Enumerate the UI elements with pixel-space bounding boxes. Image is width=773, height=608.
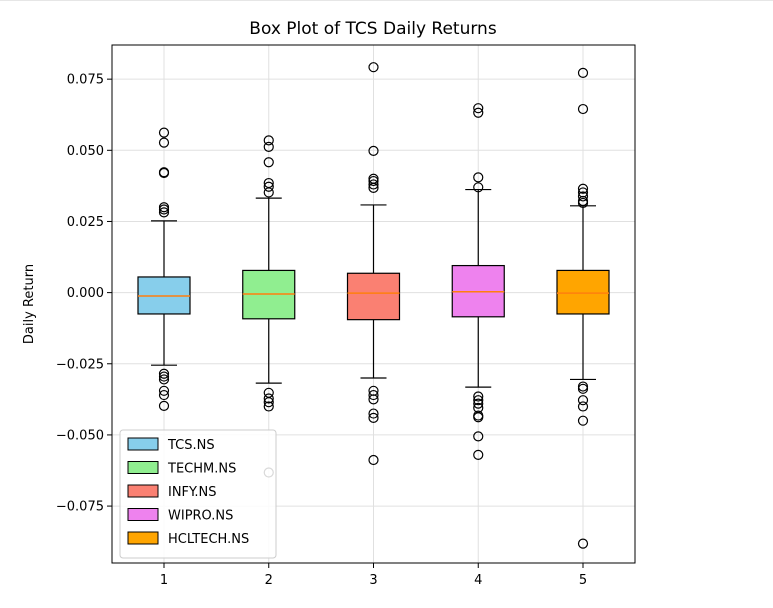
outlier-point (263, 401, 274, 412)
outlier-point (263, 135, 274, 146)
y-tick-label: 0.075 (67, 73, 104, 88)
legend-swatch (127, 437, 159, 451)
outlier-point (577, 67, 589, 78)
x-tick-label: 3 (369, 573, 377, 588)
outlier-point (577, 401, 589, 412)
y-axis-label: Daily Return (22, 264, 37, 344)
outlier-point (473, 412, 484, 423)
box-1 (137, 127, 191, 411)
legend-entry-2: TECHM.NS (127, 461, 236, 477)
outlier-point (263, 393, 274, 404)
box-4 (451, 103, 505, 460)
box-3 (346, 62, 401, 466)
y-tick-label: 0.025 (67, 215, 104, 230)
legend-entry-3: INFY.NS (127, 484, 216, 500)
x-tick-label: 1 (160, 573, 168, 588)
outlier-point (368, 175, 379, 187)
outlier-point (263, 397, 274, 408)
outlier-point (368, 145, 379, 156)
outlier-point (473, 449, 484, 460)
outlier-point (577, 383, 589, 394)
y-tick-label: 0.050 (67, 144, 104, 159)
legend-entry-4: WIPRO.NS (127, 508, 233, 524)
outlier-point (473, 107, 484, 118)
box-2 (242, 135, 296, 478)
legend-entry-5: HCLTECH.NS (127, 531, 249, 547)
outlier-point (577, 183, 589, 194)
x-tick-label: 4 (474, 573, 482, 588)
outlier-point (158, 389, 170, 401)
outlier-point (577, 395, 589, 406)
y-tick-label: −0.075 (56, 500, 104, 515)
legend-label: INFY.NS (168, 485, 216, 500)
outlier-point (368, 179, 379, 190)
outlier-point (473, 391, 484, 402)
outlier-point (473, 395, 484, 406)
outlier-point (577, 538, 589, 549)
chart-title: Box Plot of TCS Daily Returns (249, 19, 497, 39)
outlier-point (577, 197, 589, 209)
y-tick-label: −0.050 (56, 428, 104, 443)
iqr-box (346, 272, 401, 321)
outlier-point (158, 385, 170, 396)
outlier-point (158, 374, 170, 385)
y-tick-label: 0.000 (67, 286, 104, 301)
legend-entry-1: TCS.NS (127, 437, 215, 453)
outlier-point (158, 167, 170, 179)
top-divider (0, 0, 773, 1)
outlier-point (158, 400, 170, 411)
outlier-point (263, 141, 274, 152)
outlier-point (368, 394, 379, 405)
legend: TCS.NS TECHM.NS INFY.NS WIPRO.NS HCLTECH.NS (119, 429, 277, 559)
legend-label: HCLTECH.NS (168, 532, 249, 547)
box-5 (556, 67, 610, 549)
outlier-point (473, 431, 484, 442)
outlier-point (158, 207, 170, 218)
outlier-point (473, 172, 484, 183)
outlier-point (158, 368, 170, 379)
legend-swatch (127, 461, 159, 474)
outlier-point (158, 127, 170, 138)
outlier-point (368, 408, 379, 419)
outlier-point (158, 371, 170, 382)
outlier-point (577, 103, 589, 115)
box-layer (137, 62, 610, 549)
x-tick-label: 5 (579, 573, 587, 588)
outlier-point (263, 181, 274, 192)
legend-box (119, 429, 277, 559)
legend-label: WIPRO.NS (168, 509, 233, 524)
outlier-point (368, 389, 379, 401)
x-tick-label: 2 (265, 573, 273, 588)
outlier-point (473, 182, 484, 193)
outlier-point (368, 412, 379, 423)
outlier-point (577, 415, 589, 426)
outlier-point (368, 62, 379, 73)
outlier-point (473, 103, 484, 114)
outlier-point (368, 182, 379, 193)
legend-swatch (127, 484, 159, 498)
outlier-point (263, 157, 274, 168)
outlier-point (158, 204, 170, 215)
legend-swatch (127, 508, 159, 521)
tick-layer: 0.075 0.050 0.025 0.000 −0.025 −0.050 −0.075 1 2… (56, 73, 587, 588)
outlier-point (263, 187, 274, 198)
legend-label: TCS.NS (167, 438, 215, 453)
legend-label: TECHM.NS (167, 462, 236, 477)
outlier-point (368, 454, 379, 466)
outlier-point (158, 137, 170, 148)
iqr-box (556, 269, 610, 315)
y-tick-label: −0.025 (56, 357, 104, 372)
outlier-point (473, 398, 484, 409)
outlier-point (577, 191, 589, 202)
legend-swatch (127, 531, 159, 545)
